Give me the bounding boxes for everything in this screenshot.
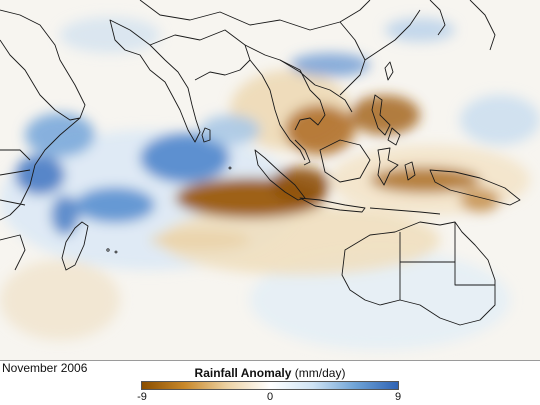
- date-label: November 2006: [2, 361, 88, 375]
- legend-tick-max: 9: [394, 391, 402, 403]
- legend-tick-mid: 0: [266, 391, 274, 403]
- legend-colorbar: [141, 381, 399, 390]
- legend-tick-min: -9: [137, 391, 147, 403]
- coastlines: [0, 0, 521, 326]
- legend-units: (mm/day): [294, 366, 346, 380]
- legend-title: Rainfall Anomaly (mm/day): [0, 366, 540, 380]
- map-canvas: [0, 0, 540, 360]
- small-islands: [106, 166, 232, 254]
- rainfall-anomaly-map: [0, 0, 540, 361]
- legend-title-text: Rainfall Anomaly: [194, 366, 292, 380]
